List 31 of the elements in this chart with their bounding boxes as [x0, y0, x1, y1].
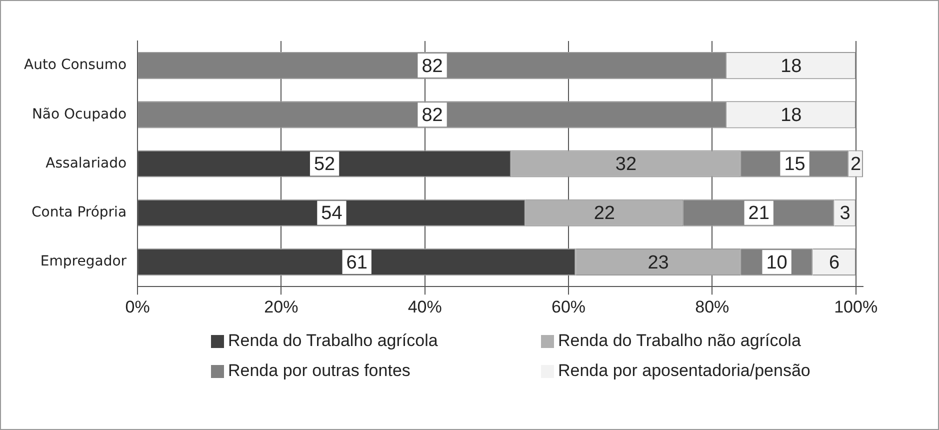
data-label: 15	[784, 154, 806, 176]
data-label: 2	[850, 154, 862, 176]
legend-label: Renda por aposentadoria/pensão	[557, 361, 812, 381]
data-label: 32	[615, 154, 637, 176]
data-label: 18	[780, 56, 802, 77]
data-label: 54	[321, 203, 343, 224]
data-label: 18	[780, 104, 802, 126]
y-tick-label: Empregador	[40, 254, 127, 270]
x-tick-label: 100%	[834, 297, 878, 316]
data-label: 22	[594, 203, 615, 224]
x-tick-label: 40%	[408, 297, 442, 316]
data-label: 10	[766, 252, 788, 274]
legend-label: Renda do Trabalho agrícola	[227, 331, 439, 351]
data-label: 52	[314, 154, 336, 176]
data-label: 21	[748, 203, 770, 224]
data-label: 3	[840, 203, 850, 224]
y-tick-label: Conta Própria	[31, 204, 127, 221]
x-tick-label: 60%	[551, 297, 586, 316]
data-label: 82	[422, 56, 443, 77]
x-tick-label: 20%	[264, 297, 298, 316]
legend-label: Renda por outras fontes	[227, 361, 412, 381]
data-label: 82	[422, 104, 443, 126]
data-label: 6	[828, 252, 840, 274]
legend-label: Renda do Trabalho não agrícola	[557, 331, 802, 351]
x-tick-label: 0%	[125, 297, 150, 316]
y-tick-label: Auto Consumo	[24, 57, 127, 74]
data-label: 23	[648, 252, 669, 274]
y-tick-label: Não Ocupado	[32, 106, 127, 122]
data-label: 61	[346, 252, 368, 274]
y-tick-label: Assalariado	[46, 155, 127, 172]
x-tick-label: 80%	[695, 297, 730, 316]
